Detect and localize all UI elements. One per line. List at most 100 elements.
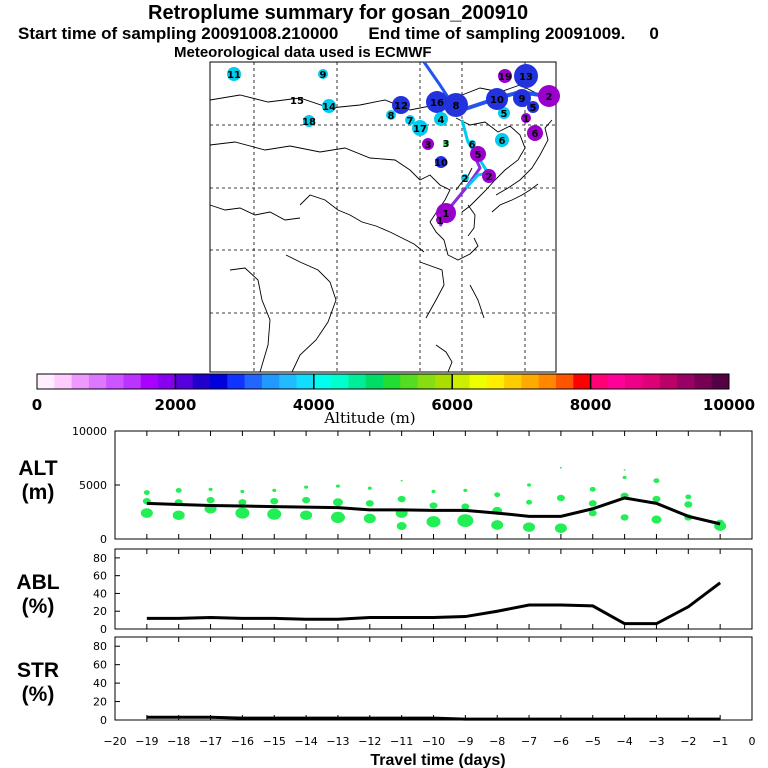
cluster-marker [318, 69, 328, 79]
scatter-point [332, 498, 343, 507]
cluster-label: 5 [501, 109, 508, 120]
scatter-point [684, 501, 693, 508]
trajectory-cluster: 18 [302, 115, 316, 128]
x-tick-label: −14 [294, 735, 317, 748]
colorbar-cell [659, 374, 678, 389]
y-tick-label: 80 [93, 552, 107, 565]
x-tick-label: −1 [712, 735, 728, 748]
scatter-point [588, 509, 597, 517]
trajectory-cluster: 11 [227, 67, 241, 81]
panel-ylabel: ALT [18, 457, 57, 480]
cluster-label: 2 [462, 174, 469, 185]
trajectory-cluster: 10 [434, 156, 448, 169]
scatter-point [175, 488, 182, 493]
x-tick-label: 0 [749, 735, 756, 748]
cluster-marker [227, 67, 241, 81]
colorbar-cell [158, 374, 176, 389]
scatter-point [397, 495, 406, 503]
map-graticule [210, 62, 556, 372]
cluster-marker [392, 96, 410, 114]
panel-ylabel: ABL [16, 571, 59, 594]
scatter-point [367, 486, 372, 490]
cluster-label: 4 [438, 115, 445, 126]
cluster-label: 13 [519, 72, 533, 83]
x-tick-label: −8 [489, 735, 505, 748]
scatter-point [461, 503, 470, 510]
colorbar-cell [175, 374, 194, 389]
trajectory-cluster: 8 [444, 93, 468, 117]
colorbar-cell [434, 374, 453, 389]
cluster-marker [521, 113, 531, 123]
cluster-label: 1 [523, 114, 530, 125]
trajectory-cluster: 2 [461, 174, 469, 185]
trajectory-cluster: 3 [422, 138, 434, 151]
colorbar-cell [677, 374, 695, 389]
chart-title: Retroplume summary for gosan_200910 [148, 2, 529, 24]
scatter-point [235, 507, 250, 519]
colorbar-cell [486, 374, 505, 389]
colorbar-cell [106, 374, 124, 389]
trajectory-cluster: 17 [412, 120, 428, 136]
colorbar-cell [694, 374, 713, 389]
colorbar: 0 2000 4000 6000 8000 10000 Altitude (m) [32, 373, 755, 427]
trajectory-cluster: 6 [527, 125, 543, 141]
cluster-marker [538, 85, 560, 107]
scatter-point [651, 515, 662, 524]
colorbar-cell [556, 374, 574, 389]
colorbar-cell [590, 374, 609, 389]
cluster-marker [444, 93, 468, 117]
y-tick-label: 10000 [72, 425, 107, 438]
scatter-point [143, 490, 150, 495]
colorbar-tick-label: 4000 [293, 396, 335, 414]
scatter-point [140, 508, 153, 518]
cluster-marker [386, 110, 396, 120]
cluster-marker [426, 91, 448, 113]
colorbar-cell [400, 374, 419, 389]
colorbar-cell [279, 374, 297, 389]
scatter-point [523, 522, 536, 532]
colorbar-xlabel: Altitude (m) [323, 409, 415, 427]
colorbar-cell [383, 374, 401, 389]
cluster-marker [322, 99, 336, 113]
y-tick-label: 0 [100, 533, 107, 546]
scatter-point [172, 510, 185, 521]
scatter-point [238, 499, 247, 506]
cluster-label: 8 [388, 111, 395, 122]
trajectory-cluster: 5 [527, 101, 539, 114]
x-tick-label: −13 [326, 735, 349, 748]
trajectory-cluster: 5 [470, 146, 486, 162]
x-tick-label: −10 [422, 735, 445, 748]
scatter-point [272, 488, 277, 492]
scatter-point [622, 475, 627, 480]
cluster-label: 10 [434, 158, 448, 169]
scatter-point [431, 489, 436, 494]
colorbar-cell [54, 374, 73, 389]
y-tick-label: 0 [100, 714, 107, 727]
trajectory-cluster: 2 [482, 169, 496, 183]
colorbar-cell [71, 374, 90, 389]
colorbar-cell [37, 374, 55, 389]
colorbar-cell [417, 374, 436, 389]
scatter-point [429, 502, 438, 509]
colorbar-frame [36, 373, 730, 390]
y-tick-label: 60 [93, 659, 107, 672]
trajectory-cluster: 9 [513, 89, 531, 107]
colorbar-tick-label: 6000 [431, 396, 473, 414]
panel-ylabel: STR [17, 659, 59, 682]
trajectory-cluster: 2 [538, 85, 560, 107]
colorbar-cell [642, 374, 661, 389]
y-tick-label: 60 [93, 570, 107, 583]
cluster-label: 3 [425, 140, 432, 151]
scatter-point [208, 487, 213, 491]
trajectory-cluster: 12 [392, 96, 410, 114]
cluster-label: 3 [443, 139, 450, 150]
series-line [146, 496, 721, 526]
scatter-point [302, 496, 311, 504]
y-tick-label: 20 [93, 696, 107, 709]
colorbar-ticks: 0 2000 4000 6000 8000 10000 [32, 374, 755, 414]
x-axis-label: Travel time (days) [370, 752, 505, 768]
